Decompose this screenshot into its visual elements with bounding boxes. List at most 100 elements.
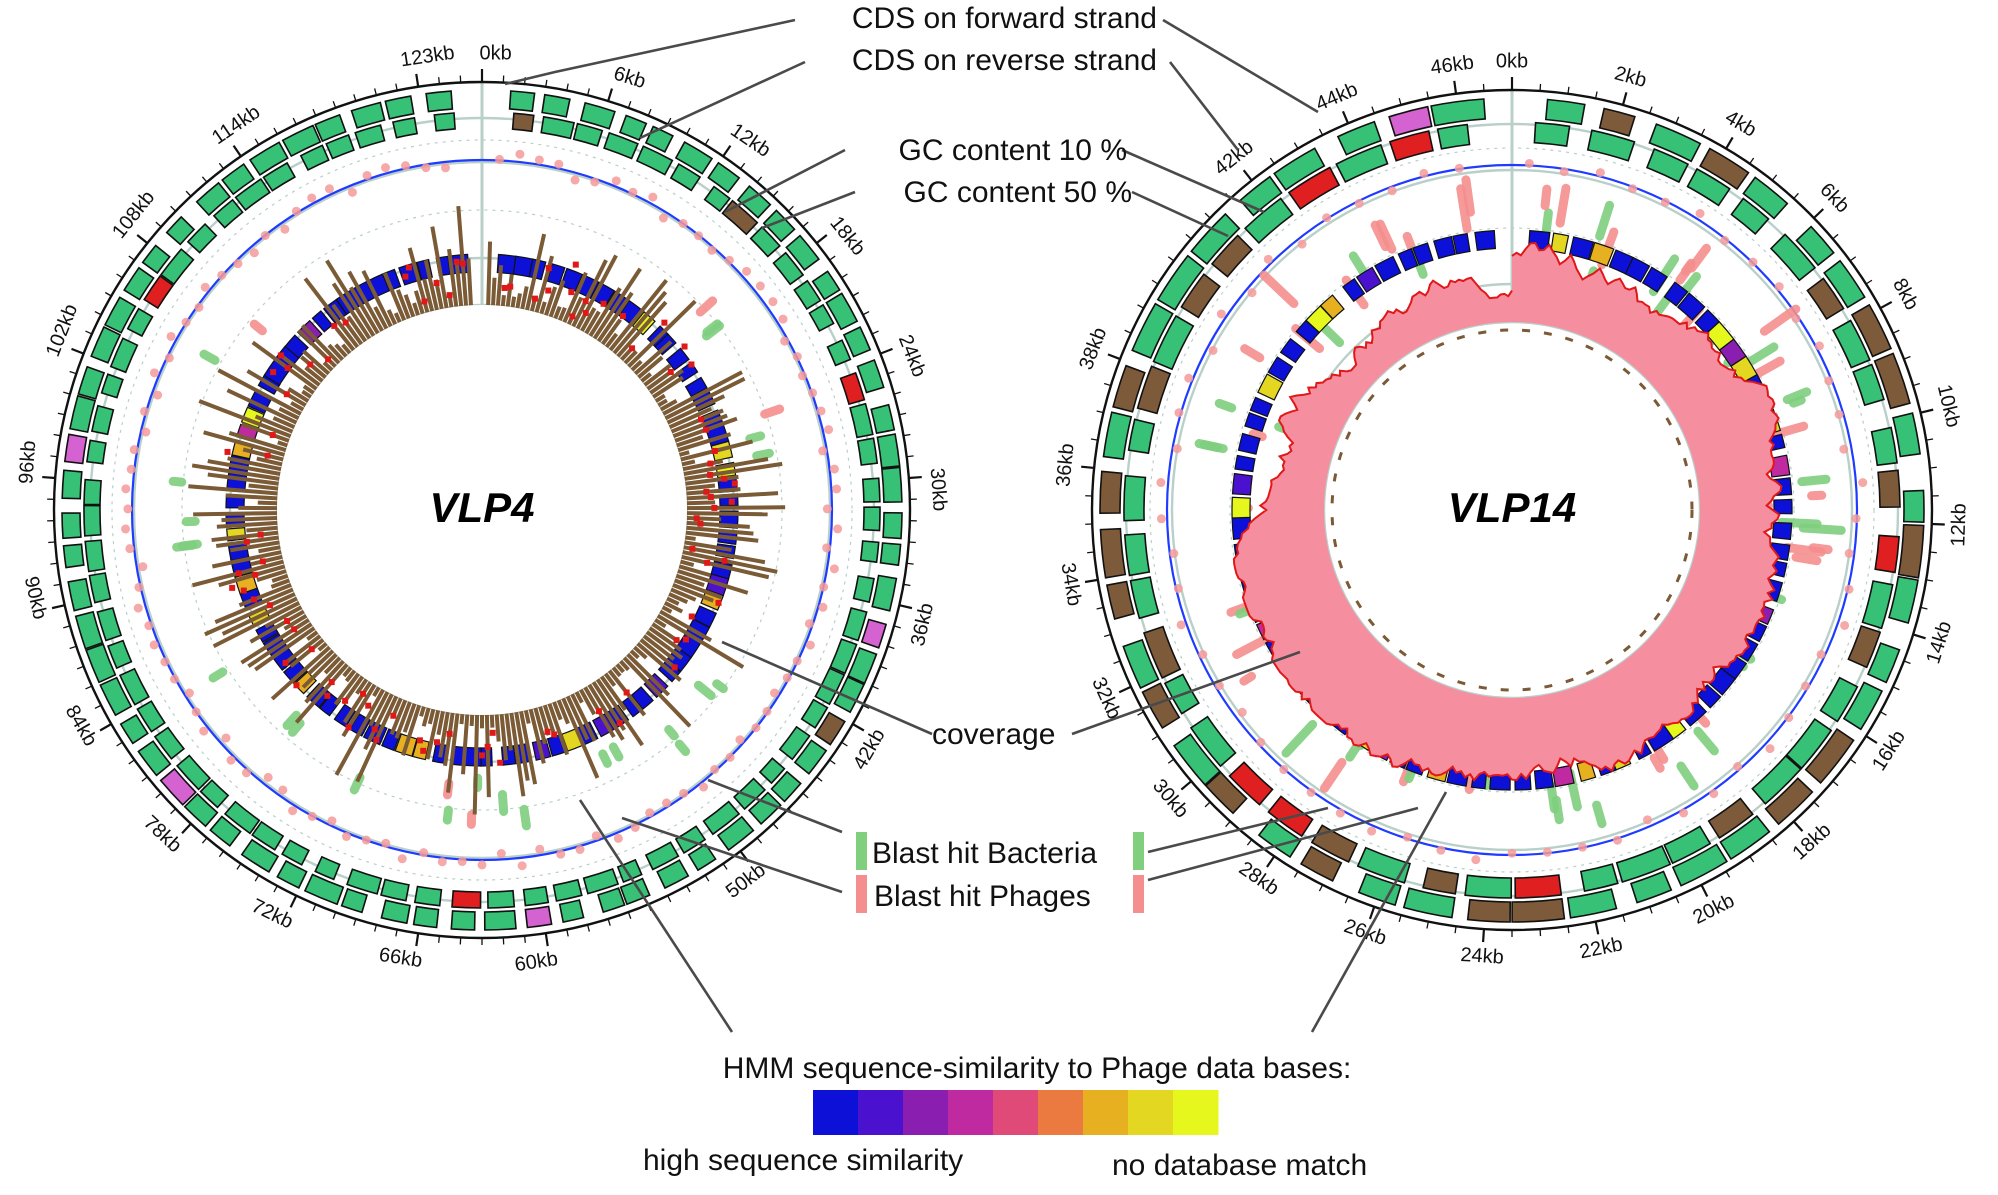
vlp14-gc-dot [1577, 842, 1587, 852]
vlp4-major-tick [71, 347, 84, 355]
vlp4-coverage-marker [484, 743, 491, 750]
vlp4-cds-forward-block [814, 711, 846, 746]
vlp4-coverage-bar [246, 525, 278, 533]
vlp14-cds-reverse-block [1152, 314, 1195, 371]
vlp14-cds-forward-block [1102, 411, 1133, 460]
vlp4-gc-dot [792, 656, 802, 666]
vlp4-cds-reverse-block [100, 373, 124, 399]
vlp14-major-tick [1912, 633, 1926, 640]
leader-cds-forward-vlp4 [504, 18, 796, 86]
vlp14-minor-tick [1926, 579, 1934, 582]
vlp4-coverage-bar [570, 693, 597, 742]
vlp4-cds-forward-block [384, 95, 415, 120]
vlp4-coverage-marker [307, 361, 314, 368]
vlp4-coverage-bar [566, 296, 584, 326]
vlp14-major-tick [1865, 735, 1878, 744]
vlp4-blast-bacteria-hit [442, 805, 453, 825]
vlp4-minor-tick [686, 885, 691, 893]
vlp4-coverage-bar [595, 678, 644, 747]
vlp4-minor-tick [887, 370, 895, 375]
vlp4-coverage-bar [334, 688, 385, 776]
vlp4-coverage-bar [686, 487, 741, 496]
vlp14-tick-label: 30kb [1148, 775, 1193, 822]
hmm-legend-colorbar [813, 1090, 1219, 1135]
vlp14-blast-bacteria-hit [1693, 726, 1719, 756]
vlp14-gc-dot [1237, 707, 1247, 717]
vlp14-blast-phage-hit [1540, 184, 1552, 211]
vlp4-tick-label: 66kb [378, 944, 424, 972]
vlp4-cds-forward-block [842, 326, 872, 358]
vlp14-blast-bacteria-hit [1592, 800, 1607, 829]
vlp14-blast-phage-hit [1370, 220, 1390, 252]
vlp14-cds-reverse-block [1615, 844, 1672, 883]
vlp4-coverage-bar [334, 343, 348, 358]
vlp14-gc-dot [1247, 288, 1257, 298]
vlp4-gc-dot [818, 446, 828, 456]
vlp14-minor-tick [1903, 355, 1911, 360]
vlp4-coverage-bar [547, 702, 570, 756]
vlp4-coverage-bar [509, 712, 526, 797]
vlp4-gc-dot [822, 543, 832, 553]
vlp14-gc-dot [1542, 847, 1552, 857]
vlp14-gc-dot [1297, 239, 1307, 249]
vlp14-cds-forward-block [1172, 733, 1222, 786]
vlp4-coverage-marker [703, 426, 710, 433]
vlp4-minor-tick [50, 455, 58, 458]
vlp4-cds-reverse-block [234, 177, 271, 212]
vlp4-coverage-bar [300, 355, 327, 379]
vlp4-coverage-bar [344, 669, 357, 683]
vlp14-hmm-block [1433, 235, 1457, 260]
vlp4-blast-bacteria-hit [287, 718, 305, 737]
vlp4-coverage-bar [307, 649, 335, 676]
vlp14-tick-label: 44kb [1313, 78, 1362, 115]
vlp4-cds-forward-block [450, 910, 476, 931]
vlp4-coverage-bar [227, 456, 282, 472]
vlp4-coverage-bar [678, 564, 711, 578]
vlp4-tick-label: 30kb [926, 467, 951, 512]
vlp14-cds-forward-block [1430, 98, 1487, 127]
vlp14-minor-tick [1832, 233, 1839, 240]
vlp4-coverage-bar [278, 353, 321, 387]
vlp4-coverage-marker [284, 617, 291, 624]
vlp4-cds-reverse-block [199, 779, 230, 809]
vlp4-coverage-marker [704, 559, 711, 566]
vlp4-title: VLP4 [429, 484, 534, 531]
vlp14-tick-label: 26kb [1341, 915, 1389, 950]
vlp4-tick-label: 18kb [825, 212, 869, 260]
vlp4-minor-tick [94, 704, 102, 710]
vlp4-minor-tick [69, 370, 77, 375]
blast-bacteria-swatch-left [856, 832, 867, 870]
vlp4-gc-dot [645, 808, 655, 818]
vlp4-gc-dot [751, 723, 761, 733]
vlp4-blast-bacteria-hit [208, 667, 228, 683]
vlp14-title: VLP14 [1448, 484, 1576, 531]
vlp4-coverage-bar [672, 413, 728, 439]
vlp4-gc-dot [181, 317, 191, 327]
vlp4-gc-dot [437, 857, 447, 867]
vlp14-tick-label: 4kb [1721, 106, 1760, 141]
vlp4-coverage-marker [545, 287, 552, 294]
vlp4-blast-bacteria-hit [598, 749, 612, 768]
vlp14-gc-dot [1628, 184, 1638, 194]
vlp4-tick-label: 108kb [108, 187, 159, 243]
vlp4-cds-forward-block [541, 93, 571, 118]
vlp4-cds-reverse-block [175, 754, 212, 791]
vlp4-coverage-bar [596, 291, 634, 343]
vlp14-minor-tick [1454, 926, 1457, 934]
vlp14-minor-tick [1096, 606, 1104, 610]
vlp4-cds-reverse-block [159, 248, 195, 286]
vlp4-minor-tick [201, 837, 208, 844]
vlp4-cds-forward-block [62, 543, 85, 569]
vlp4-gc-dot [762, 706, 772, 716]
vlp14-major-tick [1341, 110, 1350, 124]
vlp4-coverage-bar [529, 300, 537, 312]
vlp4-coverage-marker [707, 493, 714, 500]
vlp4-minor-tick [395, 83, 398, 91]
vlp4-coverage-marker [257, 531, 264, 538]
vlp4-coverage-bar [421, 707, 431, 727]
vlp4-coverage-bar [250, 554, 283, 567]
vlp4-gc-dot [400, 161, 410, 171]
vlp4-cds-forward-block [579, 101, 616, 130]
vlp4-cds-reverse-block [540, 115, 576, 140]
vlp4-minor-tick [862, 310, 870, 316]
